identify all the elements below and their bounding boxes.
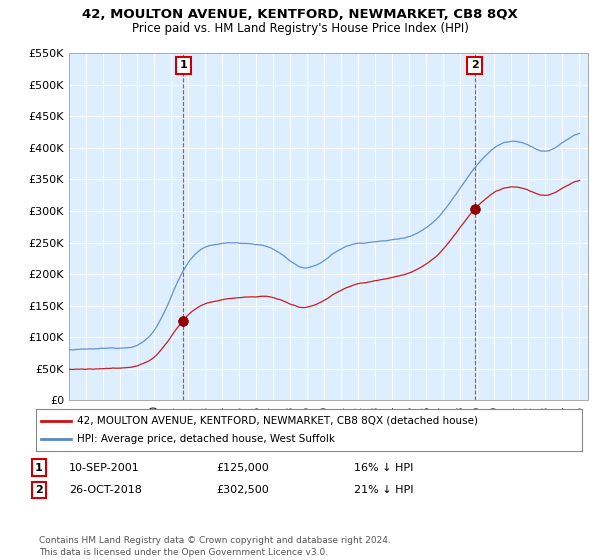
Text: 42, MOULTON AVENUE, KENTFORD, NEWMARKET, CB8 8QX: 42, MOULTON AVENUE, KENTFORD, NEWMARKET,… (82, 8, 518, 21)
Text: 42, MOULTON AVENUE, KENTFORD, NEWMARKET, CB8 8QX (detached house): 42, MOULTON AVENUE, KENTFORD, NEWMARKET,… (77, 416, 478, 426)
Text: 10-SEP-2001: 10-SEP-2001 (69, 463, 140, 473)
Text: 1: 1 (179, 60, 187, 71)
Text: 2: 2 (35, 485, 43, 495)
Text: £302,500: £302,500 (216, 485, 269, 495)
Text: 21% ↓ HPI: 21% ↓ HPI (354, 485, 413, 495)
Text: Price paid vs. HM Land Registry's House Price Index (HPI): Price paid vs. HM Land Registry's House … (131, 22, 469, 35)
Text: 2: 2 (470, 60, 478, 71)
Text: £125,000: £125,000 (216, 463, 269, 473)
Text: 26-OCT-2018: 26-OCT-2018 (69, 485, 142, 495)
Text: Contains HM Land Registry data © Crown copyright and database right 2024.
This d: Contains HM Land Registry data © Crown c… (39, 536, 391, 557)
Text: HPI: Average price, detached house, West Suffolk: HPI: Average price, detached house, West… (77, 434, 335, 444)
Text: 16% ↓ HPI: 16% ↓ HPI (354, 463, 413, 473)
Text: 1: 1 (35, 463, 43, 473)
